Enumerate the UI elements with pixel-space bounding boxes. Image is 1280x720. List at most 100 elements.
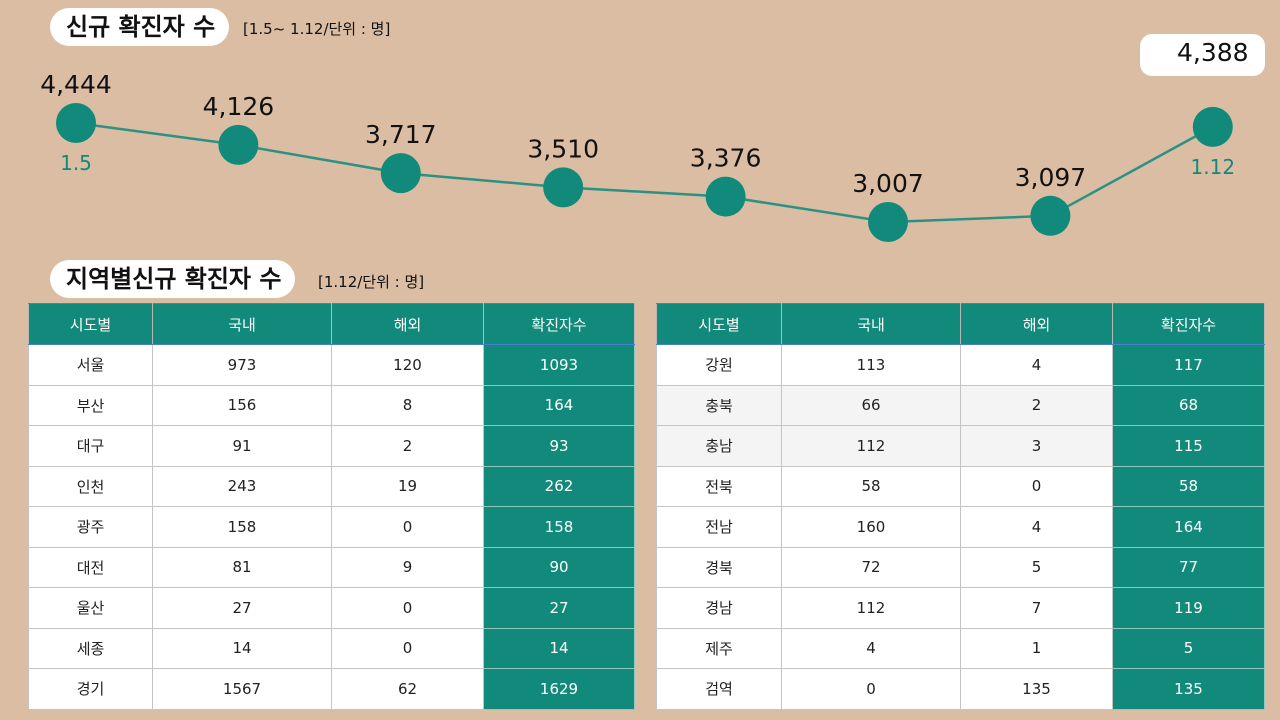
table-row: 검역 0 135 135 — [656, 668, 1265, 710]
cell-region: 강원 — [656, 344, 782, 386]
data-label: 4,126 — [203, 92, 275, 121]
data-label: 4,388 — [1177, 38, 1249, 67]
cell-overseas: 0 — [331, 627, 484, 669]
table-row: 강원 113 4 117 — [656, 344, 1265, 386]
line-chart: 4,444 1.5 4,126 3,717 3,510 3,376 3,007 3,097 4,… — [40, 38, 1249, 242]
header-region: 시도별 — [656, 303, 782, 345]
header-domestic: 국내 — [781, 303, 961, 345]
table-row: 인천 243 19 262 — [28, 465, 635, 507]
table-row: 전북 58 0 58 — [656, 465, 1265, 507]
cell-overseas: 5 — [960, 546, 1113, 588]
cell-total: 14 — [483, 627, 635, 669]
cell-region: 경북 — [656, 546, 782, 588]
cell-region: 부산 — [28, 384, 153, 426]
cell-total: 164 — [483, 384, 635, 426]
cell-total: 115 — [1112, 425, 1265, 467]
header-overseas: 해외 — [331, 303, 484, 345]
cell-overseas: 7 — [960, 587, 1113, 629]
table-unit-note: [1.12/단위 : 명] — [318, 273, 425, 291]
cell-region: 대구 — [28, 425, 153, 467]
table-row: 충북 66 2 68 — [656, 384, 1265, 426]
data-label: 3,376 — [690, 144, 762, 173]
cell-overseas: 2 — [960, 384, 1113, 426]
cell-domestic: 14 — [152, 627, 332, 669]
data-point — [543, 167, 584, 208]
cell-total: 119 — [1112, 587, 1265, 629]
cell-region: 인천 — [28, 465, 153, 507]
cell-total: 68 — [1112, 384, 1265, 426]
data-point — [218, 124, 259, 165]
data-label: 3,717 — [365, 120, 437, 149]
cell-overseas: 0 — [331, 506, 484, 548]
cell-overseas: 1 — [960, 627, 1113, 669]
table-row: 경기 1567 62 1629 — [28, 668, 635, 710]
cell-domestic: 113 — [781, 344, 961, 386]
cell-region: 검역 — [656, 668, 782, 710]
data-label: 4,444 — [40, 70, 112, 99]
table-title: 지역별신규 확진자 수 — [50, 260, 296, 298]
cell-total: 262 — [483, 465, 635, 507]
cell-domestic: 243 — [152, 465, 332, 507]
table-row: 제주 4 1 5 — [656, 627, 1265, 669]
cell-domestic: 27 — [152, 587, 332, 629]
table-row: 충남 112 3 115 — [656, 425, 1265, 467]
table-row: 대전 81 9 90 — [28, 546, 635, 588]
cell-region: 대전 — [28, 546, 153, 588]
cell-total: 1629 — [483, 668, 635, 710]
table-row: 부산 156 8 164 — [28, 384, 635, 426]
cell-overseas: 9 — [331, 546, 484, 588]
cell-region: 광주 — [28, 506, 153, 548]
cell-total: 1093 — [483, 344, 635, 386]
cell-domestic: 66 — [781, 384, 961, 426]
cell-domestic: 112 — [781, 425, 961, 467]
table-row: 대구 91 2 93 — [28, 425, 635, 467]
table-header-row: 시도별 국내 해외 확진자수 — [656, 303, 1265, 345]
data-point — [1192, 106, 1233, 147]
cell-region: 전북 — [656, 465, 782, 507]
cell-domestic: 1567 — [152, 668, 332, 710]
cell-total: 158 — [483, 506, 635, 548]
cell-region: 울산 — [28, 587, 153, 629]
cell-domestic: 158 — [152, 506, 332, 548]
data-point — [705, 176, 746, 217]
series-line — [75, 121, 1214, 224]
cell-domestic: 973 — [152, 344, 332, 386]
cell-overseas: 62 — [331, 668, 484, 710]
cell-domestic: 156 — [152, 384, 332, 426]
cell-region: 경남 — [656, 587, 782, 629]
cell-total: 117 — [1112, 344, 1265, 386]
cell-region: 경기 — [28, 668, 153, 710]
cell-overseas: 3 — [960, 425, 1113, 467]
cell-region: 충남 — [656, 425, 782, 467]
cell-domestic: 81 — [152, 546, 332, 588]
cell-domestic: 72 — [781, 546, 961, 588]
data-point — [868, 202, 908, 242]
chart-unit-note: [1.5~ 1.12/단위 : 명] — [243, 20, 391, 38]
region-table-left: 시도별 국내 해외 확진자수 서울 973 120 1093 부산 156 8 164 대구 91… — [28, 303, 635, 710]
x-tick-label: 1.5 — [60, 151, 92, 175]
table-row: 경북 72 5 77 — [656, 546, 1265, 588]
table-row: 경남 112 7 119 — [656, 587, 1265, 629]
table-row: 서울 973 120 1093 — [28, 344, 635, 386]
cell-domestic: 91 — [152, 425, 332, 467]
cell-overseas: 8 — [331, 384, 484, 426]
cell-total: 27 — [483, 587, 635, 629]
cell-domestic: 112 — [781, 587, 961, 629]
cell-domestic: 4 — [781, 627, 961, 669]
cell-overseas: 0 — [960, 465, 1113, 507]
header-domestic: 국내 — [152, 303, 332, 345]
data-label: 3,097 — [1015, 163, 1087, 192]
chart-title: 신규 확진자 수 — [50, 8, 230, 46]
table-row: 세종 14 0 14 — [28, 627, 635, 669]
region-table-right: 시도별 국내 해외 확진자수 강원 113 4 117 충북 66 2 68 충남 112 3 115… — [656, 303, 1265, 710]
cell-region: 전남 — [656, 506, 782, 548]
data-point — [1030, 195, 1071, 236]
table-row: 울산 27 0 27 — [28, 587, 635, 629]
data-point — [56, 103, 96, 143]
cell-total: 5 — [1112, 627, 1265, 669]
cell-region: 충북 — [656, 384, 782, 426]
cell-total: 164 — [1112, 506, 1265, 548]
header-total: 확진자수 — [1112, 303, 1265, 345]
data-point — [380, 153, 421, 194]
cell-overseas: 0 — [331, 587, 484, 629]
